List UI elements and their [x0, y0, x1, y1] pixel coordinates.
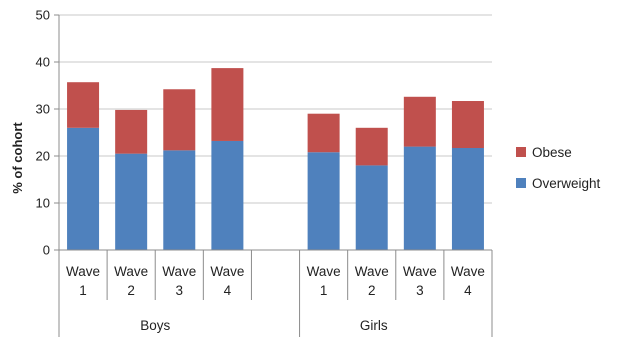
y-tick-label: 20 — [36, 149, 50, 164]
x-category-label-line1: Wave — [355, 264, 389, 279]
x-category-labels: Wave 1 Wave 2 Wave 3 Wave 4 Wave 1 Wave 2 Wave 3 Wave 4 — [66, 264, 485, 298]
x-category-label-line1: Wave — [210, 264, 244, 279]
bar-obese-girls-4 — [451, 101, 484, 149]
bar-obese-boys-2 — [115, 109, 148, 154]
x-category-label-line1: Wave — [403, 264, 437, 279]
x-category-label-line2: 3 — [176, 283, 184, 298]
y-tick-label: 50 — [36, 8, 50, 23]
x-category-label-line1: Wave — [162, 264, 196, 279]
bar-obese-girls-1 — [307, 113, 340, 153]
bar-obese-girls-2 — [355, 127, 388, 166]
bar-overweight-boys-4 — [211, 140, 244, 250]
x-category-label-line1: Wave — [451, 264, 485, 279]
legend: Obese Overweight — [516, 145, 601, 191]
legend-label-obese: Obese — [532, 145, 572, 160]
legend-swatch-overweight — [516, 178, 526, 188]
x-category-label-line2: 1 — [79, 283, 87, 298]
axes — [54, 14, 493, 337]
bar-overweight-boys-1 — [67, 127, 100, 250]
x-category-label-line2: 1 — [320, 283, 328, 298]
y-tick-labels: 0 10 20 30 40 50 — [36, 8, 50, 258]
x-group-label: Girls — [360, 318, 388, 333]
bar-overweight-boys-2 — [115, 153, 148, 250]
bar-overweight-girls-1 — [307, 152, 340, 250]
x-category-label-line1: Wave — [307, 264, 341, 279]
x-group-label: Boys — [140, 318, 170, 333]
legend-swatch-obese — [516, 147, 526, 157]
x-category-label-line2: 4 — [224, 283, 232, 298]
y-tick-label: 40 — [36, 55, 50, 70]
x-category-label-line2: 4 — [464, 283, 472, 298]
legend-label-overweight: Overweight — [532, 176, 601, 191]
y-tick-label: 10 — [36, 196, 50, 211]
bar-overweight-girls-3 — [403, 146, 436, 250]
x-category-label-line2: 3 — [416, 283, 424, 298]
x-category-label-line2: 2 — [127, 283, 135, 298]
bar-overweight-girls-4 — [451, 148, 484, 250]
bar-obese-girls-3 — [403, 96, 436, 147]
x-category-label-line2: 2 — [368, 283, 376, 298]
x-category-label-line1: Wave — [66, 264, 100, 279]
y-tick-label: 30 — [36, 102, 50, 117]
bar-obese-boys-4 — [211, 68, 244, 141]
bar-obese-boys-3 — [163, 89, 196, 151]
bar-overweight-boys-3 — [163, 150, 196, 250]
y-axis-title: % of cohort — [10, 122, 25, 194]
bars — [67, 68, 484, 250]
bar-overweight-girls-2 — [355, 165, 388, 250]
x-category-label-line1: Wave — [114, 264, 148, 279]
y-tick-label: 0 — [43, 243, 50, 258]
x-group-labels: Boys Girls — [140, 318, 388, 333]
bar-obese-boys-1 — [67, 82, 100, 128]
